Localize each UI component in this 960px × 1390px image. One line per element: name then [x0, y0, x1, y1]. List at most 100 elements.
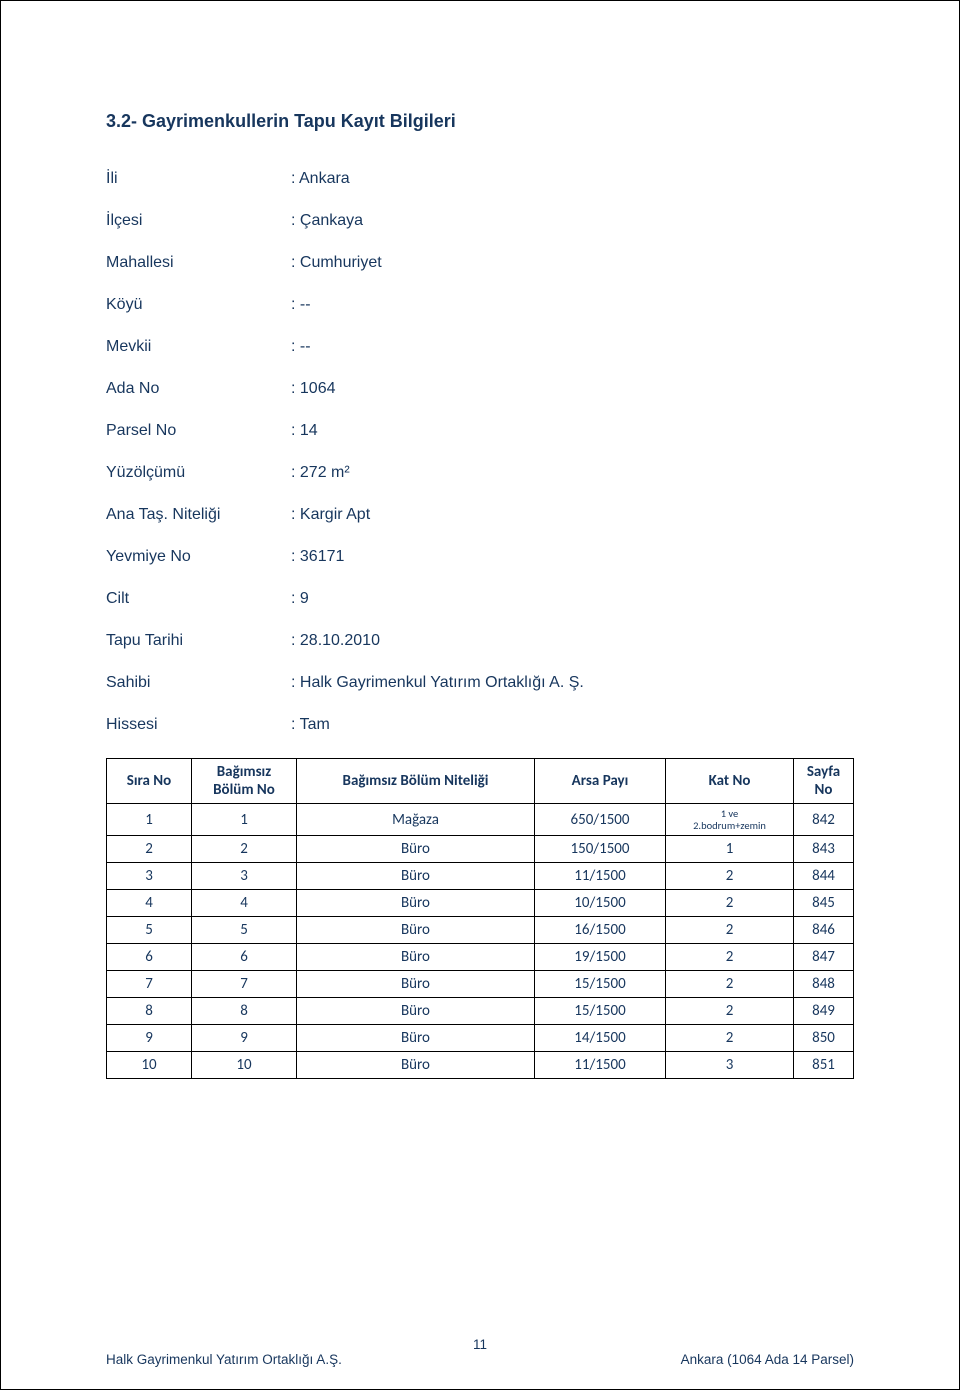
kv-label: Yüzölçümü — [106, 464, 291, 482]
kv-label: İli — [106, 170, 291, 188]
cell-kat: 1 ve2.bodrum+zemin — [666, 804, 794, 836]
cell-sayfa: 845 — [794, 890, 854, 917]
cell-kat: 2 — [666, 944, 794, 971]
cell-kat: 2 — [666, 1025, 794, 1052]
kv-row: Ada No: 1064 — [106, 380, 854, 398]
cell-bolum: 9 — [192, 1025, 297, 1052]
th-sira: Sıra No — [107, 759, 192, 804]
footer-page-number: 11 — [106, 1337, 854, 1352]
cell-bolum: 8 — [192, 998, 297, 1025]
footer: 11 Halk Gayrimenkul Yatırım Ortaklığı A.… — [106, 1337, 854, 1367]
kv-row: Parsel No: 14 — [106, 422, 854, 440]
cell-sayfa: 850 — [794, 1025, 854, 1052]
kv-row: Yevmiye No: 36171 — [106, 548, 854, 566]
kv-row: Cilt: 9 — [106, 590, 854, 608]
kv-label: Mahallesi — [106, 254, 291, 272]
cell-kat: 2 — [666, 971, 794, 998]
cell-arsa: 650/1500 — [535, 804, 666, 836]
kv-label: Köyü — [106, 296, 291, 314]
kv-row: Mahallesi: Cumhuriyet — [106, 254, 854, 272]
kv-value: : Kargir Apt — [291, 506, 370, 524]
key-value-list: İli: Ankara İlçesi: Çankaya Mahallesi: Cum… — [106, 170, 854, 734]
th-nitelik: Bağımsız Bölüm Niteliği — [297, 759, 535, 804]
cell-kat: 3 — [666, 1052, 794, 1079]
cell-nitelik: Büro — [297, 944, 535, 971]
cell-sira: 7 — [107, 971, 192, 998]
th-bolum-no-l2: Bölüm No — [198, 781, 290, 799]
kv-value: : 14 — [291, 422, 318, 440]
table-row: 44Büro10/15002845 — [107, 890, 854, 917]
table-row: 22Büro150/15001843 — [107, 836, 854, 863]
kv-value: : Cumhuriyet — [291, 254, 382, 272]
cell-kat: 1 — [666, 836, 794, 863]
cell-sira: 6 — [107, 944, 192, 971]
kv-value: : 1064 — [291, 380, 335, 398]
cell-nitelik: Büro — [297, 1025, 535, 1052]
kv-value: : Tam — [291, 716, 330, 734]
cell-sira: 9 — [107, 1025, 192, 1052]
cell-arsa: 150/1500 — [535, 836, 666, 863]
table-body: 11Mağaza650/15001 ve2.bodrum+zemin84222B… — [107, 804, 854, 1079]
document-page: 3.2- Gayrimenkullerin Tapu Kayıt Bilgile… — [0, 0, 960, 1390]
table-row: 88Büro15/15002849 — [107, 998, 854, 1025]
kv-label: Ada No — [106, 380, 291, 398]
kv-row: Ana Taş. Niteliği: Kargir Apt — [106, 506, 854, 524]
kv-value: : 9 — [291, 590, 309, 608]
cell-nitelik: Büro — [297, 917, 535, 944]
kv-row: Sahibi: Halk Gayrimenkul Yatırım Ortaklı… — [106, 674, 854, 692]
cell-kat: 2 — [666, 863, 794, 890]
cell-bolum: 6 — [192, 944, 297, 971]
kv-value: : 28.10.2010 — [291, 632, 380, 650]
th-sayfa: Sayfa No — [794, 759, 854, 804]
cell-bolum: 3 — [192, 863, 297, 890]
cell-sira: 5 — [107, 917, 192, 944]
cell-bolum: 4 — [192, 890, 297, 917]
kv-row: Mevkii: -- — [106, 338, 854, 356]
cell-kat: 2 — [666, 917, 794, 944]
table-row: 77Büro15/15002848 — [107, 971, 854, 998]
cell-sira: 1 — [107, 804, 192, 836]
cell-nitelik: Büro — [297, 998, 535, 1025]
cell-arsa: 14/1500 — [535, 1025, 666, 1052]
cell-nitelik: Mağaza — [297, 804, 535, 836]
cell-sayfa: 842 — [794, 804, 854, 836]
kv-label: Tapu Tarihi — [106, 632, 291, 650]
property-table: Sıra No Bağımsız Bölüm No Bağımsız Bölüm… — [106, 758, 854, 1079]
cell-nitelik: Büro — [297, 863, 535, 890]
cell-sayfa: 847 — [794, 944, 854, 971]
table-row: 1010Büro11/15003851 — [107, 1052, 854, 1079]
cell-nitelik: Büro — [297, 971, 535, 998]
kv-row: Köyü: -- — [106, 296, 854, 314]
kv-value: : -- — [291, 338, 311, 356]
kv-label: Ana Taş. Niteliği — [106, 506, 291, 524]
cell-bolum: 2 — [192, 836, 297, 863]
cell-sira: 8 — [107, 998, 192, 1025]
cell-arsa: 15/1500 — [535, 998, 666, 1025]
table-row: 99Büro14/15002850 — [107, 1025, 854, 1052]
cell-sayfa: 848 — [794, 971, 854, 998]
th-bolum-no: Bağımsız Bölüm No — [192, 759, 297, 804]
cell-sira: 10 — [107, 1052, 192, 1079]
cell-sayfa: 851 — [794, 1052, 854, 1079]
cell-sira: 2 — [107, 836, 192, 863]
footer-left: Halk Gayrimenkul Yatırım Ortaklığı A.Ş. — [106, 1352, 342, 1367]
kv-row: Yüzölçümü: 272 m² — [106, 464, 854, 482]
table-header-row: Sıra No Bağımsız Bölüm No Bağımsız Bölüm… — [107, 759, 854, 804]
kv-label: Cilt — [106, 590, 291, 608]
kv-value: : Ankara — [291, 170, 350, 188]
cell-kat-l1: 1 ve — [672, 808, 787, 820]
cell-sayfa: 843 — [794, 836, 854, 863]
cell-sayfa: 849 — [794, 998, 854, 1025]
cell-arsa: 19/1500 — [535, 944, 666, 971]
kv-value: : Çankaya — [291, 212, 363, 230]
kv-value: : 36171 — [291, 548, 344, 566]
cell-kat: 2 — [666, 890, 794, 917]
section-title: 3.2- Gayrimenkullerin Tapu Kayıt Bilgile… — [106, 111, 854, 132]
kv-label: Mevkii — [106, 338, 291, 356]
kv-row: İlçesi: Çankaya — [106, 212, 854, 230]
cell-arsa: 10/1500 — [535, 890, 666, 917]
cell-kat: 2 — [666, 998, 794, 1025]
cell-arsa: 11/1500 — [535, 1052, 666, 1079]
kv-label: Hissesi — [106, 716, 291, 734]
kv-label: Yevmiye No — [106, 548, 291, 566]
